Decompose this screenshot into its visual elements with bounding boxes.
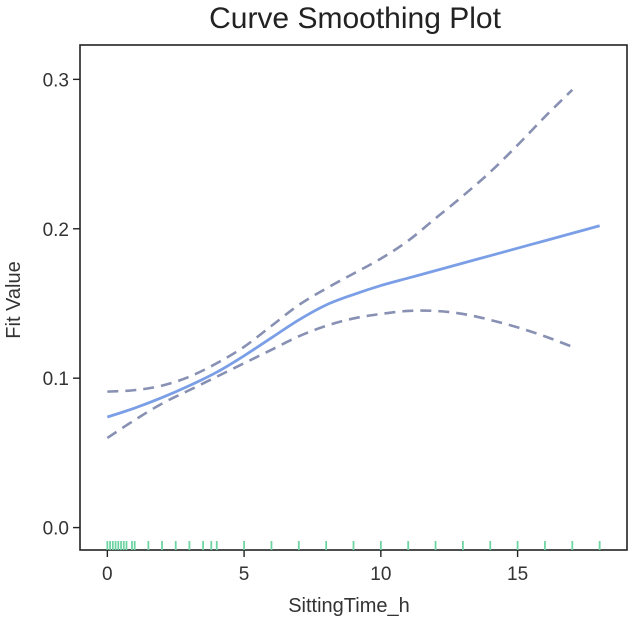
y-tick-label: 0.1 [43, 369, 69, 390]
x-axis-ticks: 0 5 10 15 [102, 550, 528, 585]
y-tick-label: 0.0 [43, 519, 69, 540]
x-tick-label: 15 [507, 564, 528, 585]
y-tick-label: 0.3 [43, 70, 69, 91]
y-axis-label: Fit Value [3, 261, 25, 338]
plot-frame [79, 44, 628, 551]
rug-marks [106, 541, 601, 550]
series-lines [106, 88, 601, 440]
x-tick-label: 0 [102, 564, 113, 585]
y-tick-label: 0.2 [43, 220, 69, 241]
fitted-curve-line [106, 224, 601, 419]
x-tick-label: 5 [239, 564, 250, 585]
chart-title: Curve Smoothing Plot [209, 2, 501, 35]
y-axis-ticks: 0.0 0.1 0.2 0.3 [43, 70, 80, 540]
confidence-band-lower-line [106, 309, 573, 440]
x-axis-label: SittingTime_h [288, 595, 410, 617]
x-tick-label: 10 [370, 564, 391, 585]
confidence-band-upper-line [107, 88, 574, 393]
